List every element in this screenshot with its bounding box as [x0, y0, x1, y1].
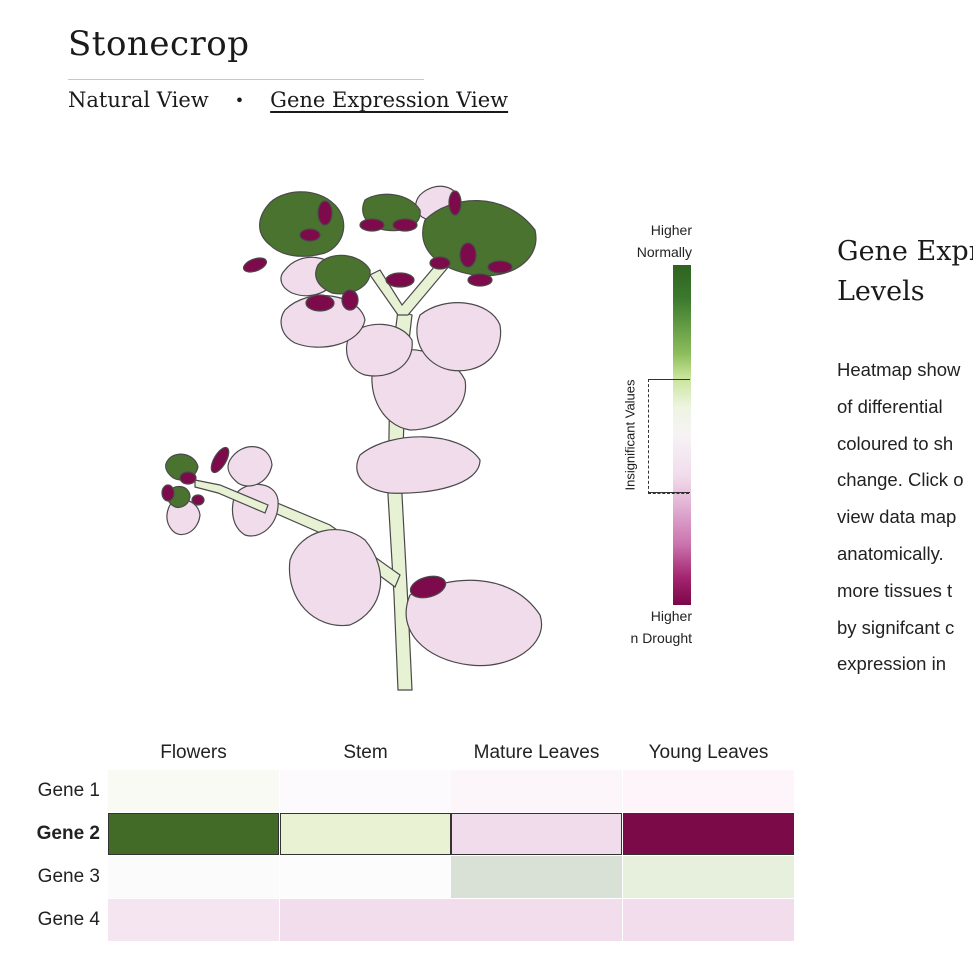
column-header-young-leaves: Young Leaves: [648, 742, 769, 763]
legend-gradient-bar: [673, 265, 691, 605]
row-header-gene-3[interactable]: Gene 3: [37, 866, 100, 887]
mature-leaf: [416, 302, 502, 372]
row-header-gene-1[interactable]: Gene 1: [37, 780, 100, 801]
side-panel-description: Heatmap show of differential coloured to…: [837, 359, 964, 675]
flower-bud: [448, 190, 462, 216]
legend-top-label: Higher Normally: [636, 222, 692, 260]
flower-bud: [467, 273, 493, 287]
flower-bud: [242, 257, 268, 273]
column-header-mature-leaves: Mature Leaves: [473, 742, 600, 763]
nav-separator: •: [234, 90, 245, 110]
flower-bud: [299, 228, 321, 242]
heatmap-cell[interactable]: [279, 813, 451, 855]
heatmap-cell[interactable]: [279, 770, 451, 812]
natural-view-link[interactable]: Natural View: [68, 88, 209, 112]
color-legend: Higher Normally Insignificant Values Hig…: [600, 215, 730, 655]
expression-heatmap: Flowers Stem Mature Leaves Young Leaves …: [0, 730, 973, 960]
heatmap-cell[interactable]: [279, 899, 451, 941]
insignificant-values-label: Insignificant Values: [622, 379, 638, 491]
flower-bud: [317, 200, 333, 226]
flower-cluster: [259, 191, 345, 257]
heatmap-cell[interactable]: [108, 856, 279, 898]
heatmap-cell[interactable]: [108, 770, 279, 812]
flower-bud: [341, 289, 359, 311]
mature-leaf: [356, 436, 481, 494]
flower-bud: [359, 218, 385, 232]
flower-bud: [179, 471, 197, 485]
flower-bud: [459, 242, 477, 268]
mature-leaf: [405, 579, 543, 667]
heatmap-cell[interactable]: [622, 770, 794, 812]
flower-bud: [210, 446, 230, 474]
page-title: Stonecrop: [68, 24, 250, 64]
side-panel-heading: Gene Expr Levels: [837, 236, 973, 307]
column-header-stem: Stem: [343, 742, 388, 763]
gene-expression-view-link[interactable]: Gene Expression View: [270, 88, 509, 112]
heatmap-cell[interactable]: [622, 813, 794, 855]
mature-leaf: [288, 529, 382, 627]
heatmap-cell[interactable]: [108, 813, 279, 855]
flower-bud: [409, 575, 447, 599]
plant-illustration: [161, 185, 543, 691]
legend-bottom-label: Higher n Drought: [630, 608, 692, 646]
heatmap-cell[interactable]: [622, 899, 794, 941]
left-branch: [194, 479, 269, 514]
insignificant-range-bracket: [648, 379, 689, 494]
heatmap-cell[interactable]: [622, 856, 794, 898]
heatmap-cell[interactable]: [108, 899, 279, 941]
bracket-tick: [648, 492, 690, 493]
flower-bud: [161, 484, 175, 502]
heatmap-cell[interactable]: [451, 856, 622, 898]
flower-bud: [385, 272, 415, 288]
flower-bud: [392, 218, 418, 232]
title-divider: [68, 79, 424, 80]
row-header-gene-4[interactable]: Gene 4: [37, 909, 100, 930]
heatmap-cell[interactable]: [451, 813, 622, 855]
mature-leaf: [345, 323, 413, 377]
heatmap-cell[interactable]: [451, 770, 622, 812]
heatmap-cell[interactable]: [279, 856, 451, 898]
young-leaf: [231, 483, 279, 537]
flower-cluster: [315, 254, 371, 295]
flower-bud: [191, 494, 205, 506]
flower-bud: [487, 260, 513, 274]
young-leaf: [227, 446, 273, 487]
column-header-flowers: Flowers: [160, 742, 227, 763]
bracket-tick: [648, 379, 690, 380]
flower-bud: [305, 294, 335, 312]
row-header-gene-2[interactable]: Gene 2: [36, 823, 100, 844]
view-switcher: Natural View • Gene Expression View: [68, 88, 508, 112]
heatmap-cell[interactable]: [451, 899, 622, 941]
flower-bud: [429, 256, 451, 270]
